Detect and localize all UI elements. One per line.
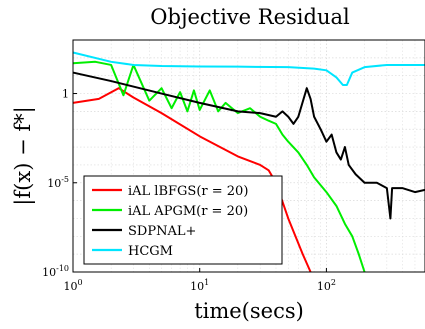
legend-label: iAL APGM(r = 20) — [128, 204, 248, 219]
legend: iAL lBFGS(r = 20) iAL APGM(r = 20) SDPNAL+… — [83, 175, 283, 265]
y-tick-label: 1 — [62, 88, 69, 101]
x-tick-label: 100 — [63, 278, 82, 293]
x-tick-label: 101 — [190, 278, 209, 293]
y-axis-label: |f(x) − f*| — [11, 106, 36, 205]
series-line-3 — [72, 71, 425, 220]
series-layer — [72, 51, 425, 273]
y-tick-label: 10-5 — [47, 175, 69, 190]
y-tick-label: 10-10 — [42, 264, 69, 279]
chart-title: Objective Residual — [150, 5, 350, 29]
legend-label: iAL lBFGS(r = 20) — [128, 184, 248, 199]
legend-label: SDPNAL+ — [128, 224, 196, 239]
plot-frame — [72, 39, 425, 273]
series-line-2 — [72, 60, 366, 273]
ticks: 100 101 102 10-10 10-5 1 — [42, 88, 336, 293]
legend-label: HCGM — [128, 244, 173, 259]
series-line-1 — [72, 87, 312, 273]
x-tick-label: 102 — [317, 278, 336, 293]
series-line-4 — [72, 51, 425, 87]
x-axis-label: time(secs) — [194, 299, 304, 323]
